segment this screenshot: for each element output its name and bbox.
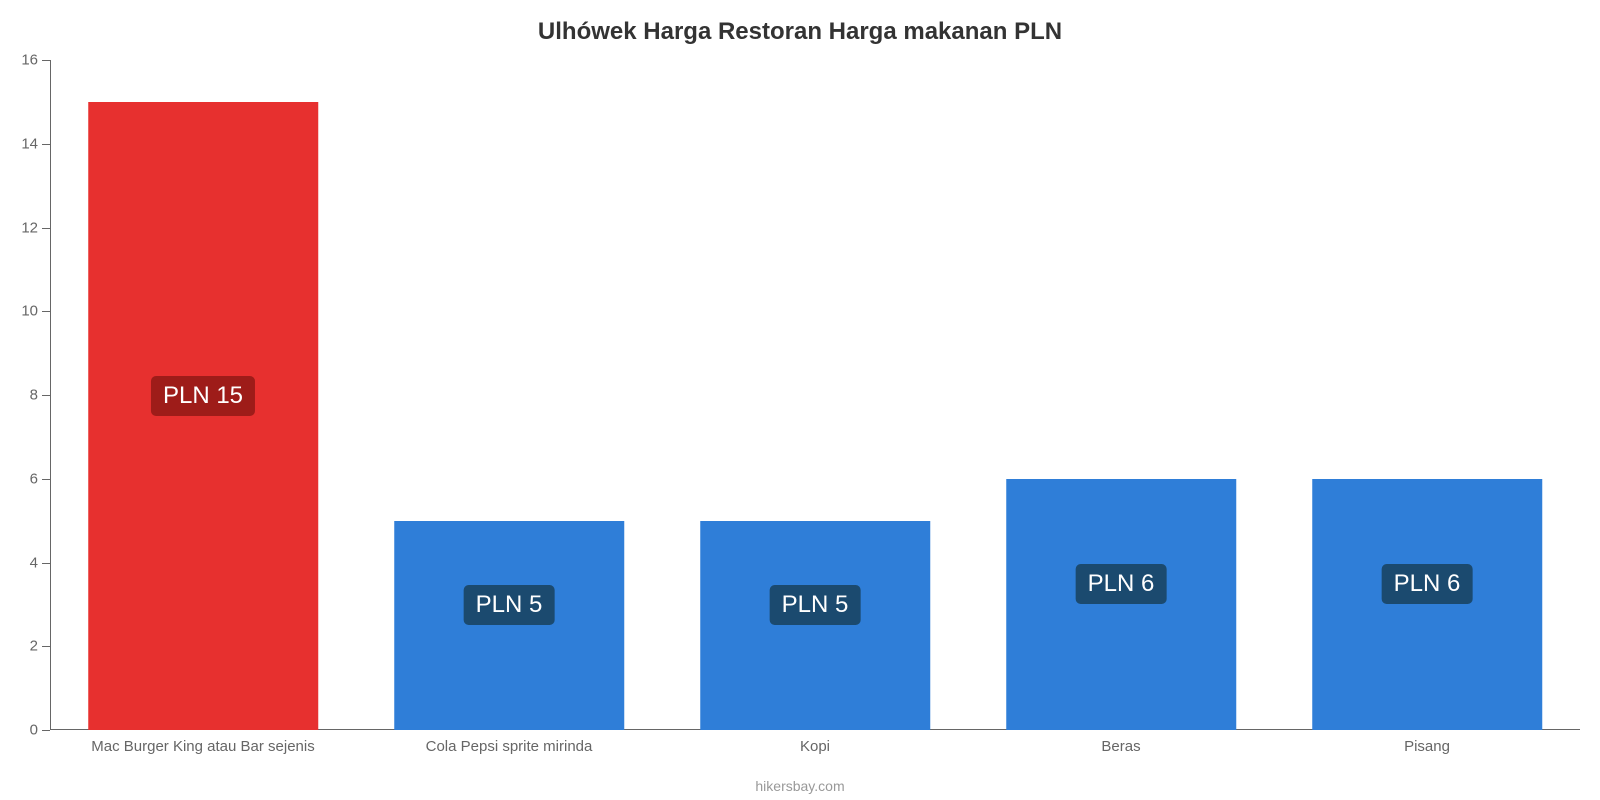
- x-tick-label: Beras: [1101, 730, 1140, 755]
- plot-area: 0246810121416 PLN 15Mac Burger King atau…: [50, 60, 1580, 730]
- y-tick-label: 0: [30, 722, 50, 739]
- y-tick-label: 8: [30, 387, 50, 404]
- value-badge: PLN 5: [464, 585, 555, 625]
- bar: [700, 521, 930, 730]
- value-badge: PLN 6: [1076, 564, 1167, 604]
- y-tick-label: 14: [21, 135, 50, 152]
- value-badge: PLN 6: [1382, 564, 1473, 604]
- x-tick-label: Mac Burger King atau Bar sejenis: [91, 730, 314, 755]
- bar: [1312, 479, 1542, 730]
- x-tick-label: Pisang: [1404, 730, 1450, 755]
- bar-slot: PLN 6Pisang: [1274, 60, 1580, 730]
- y-tick-label: 2: [30, 638, 50, 655]
- value-badge: PLN 5: [770, 585, 861, 625]
- y-tick-label: 10: [21, 303, 50, 320]
- bar-slot: PLN 5Kopi: [662, 60, 968, 730]
- footer-source: hikersbay.com: [755, 778, 844, 794]
- bar: [1006, 479, 1236, 730]
- x-tick-label: Kopi: [800, 730, 830, 755]
- bar: [88, 102, 318, 730]
- bar-slot: PLN 5Cola Pepsi sprite mirinda: [356, 60, 662, 730]
- y-tick-label: 4: [30, 554, 50, 571]
- bar: [394, 521, 624, 730]
- bar-slot: PLN 6Beras: [968, 60, 1274, 730]
- chart-title: Ulhówek Harga Restoran Harga makanan PLN: [0, 0, 1600, 46]
- value-badge: PLN 15: [151, 376, 255, 416]
- y-tick-label: 12: [21, 219, 50, 236]
- y-tick-label: 6: [30, 470, 50, 487]
- bar-slot: PLN 15Mac Burger King atau Bar sejenis: [50, 60, 356, 730]
- x-tick-label: Cola Pepsi sprite mirinda: [426, 730, 593, 755]
- y-tick-label: 16: [21, 52, 50, 69]
